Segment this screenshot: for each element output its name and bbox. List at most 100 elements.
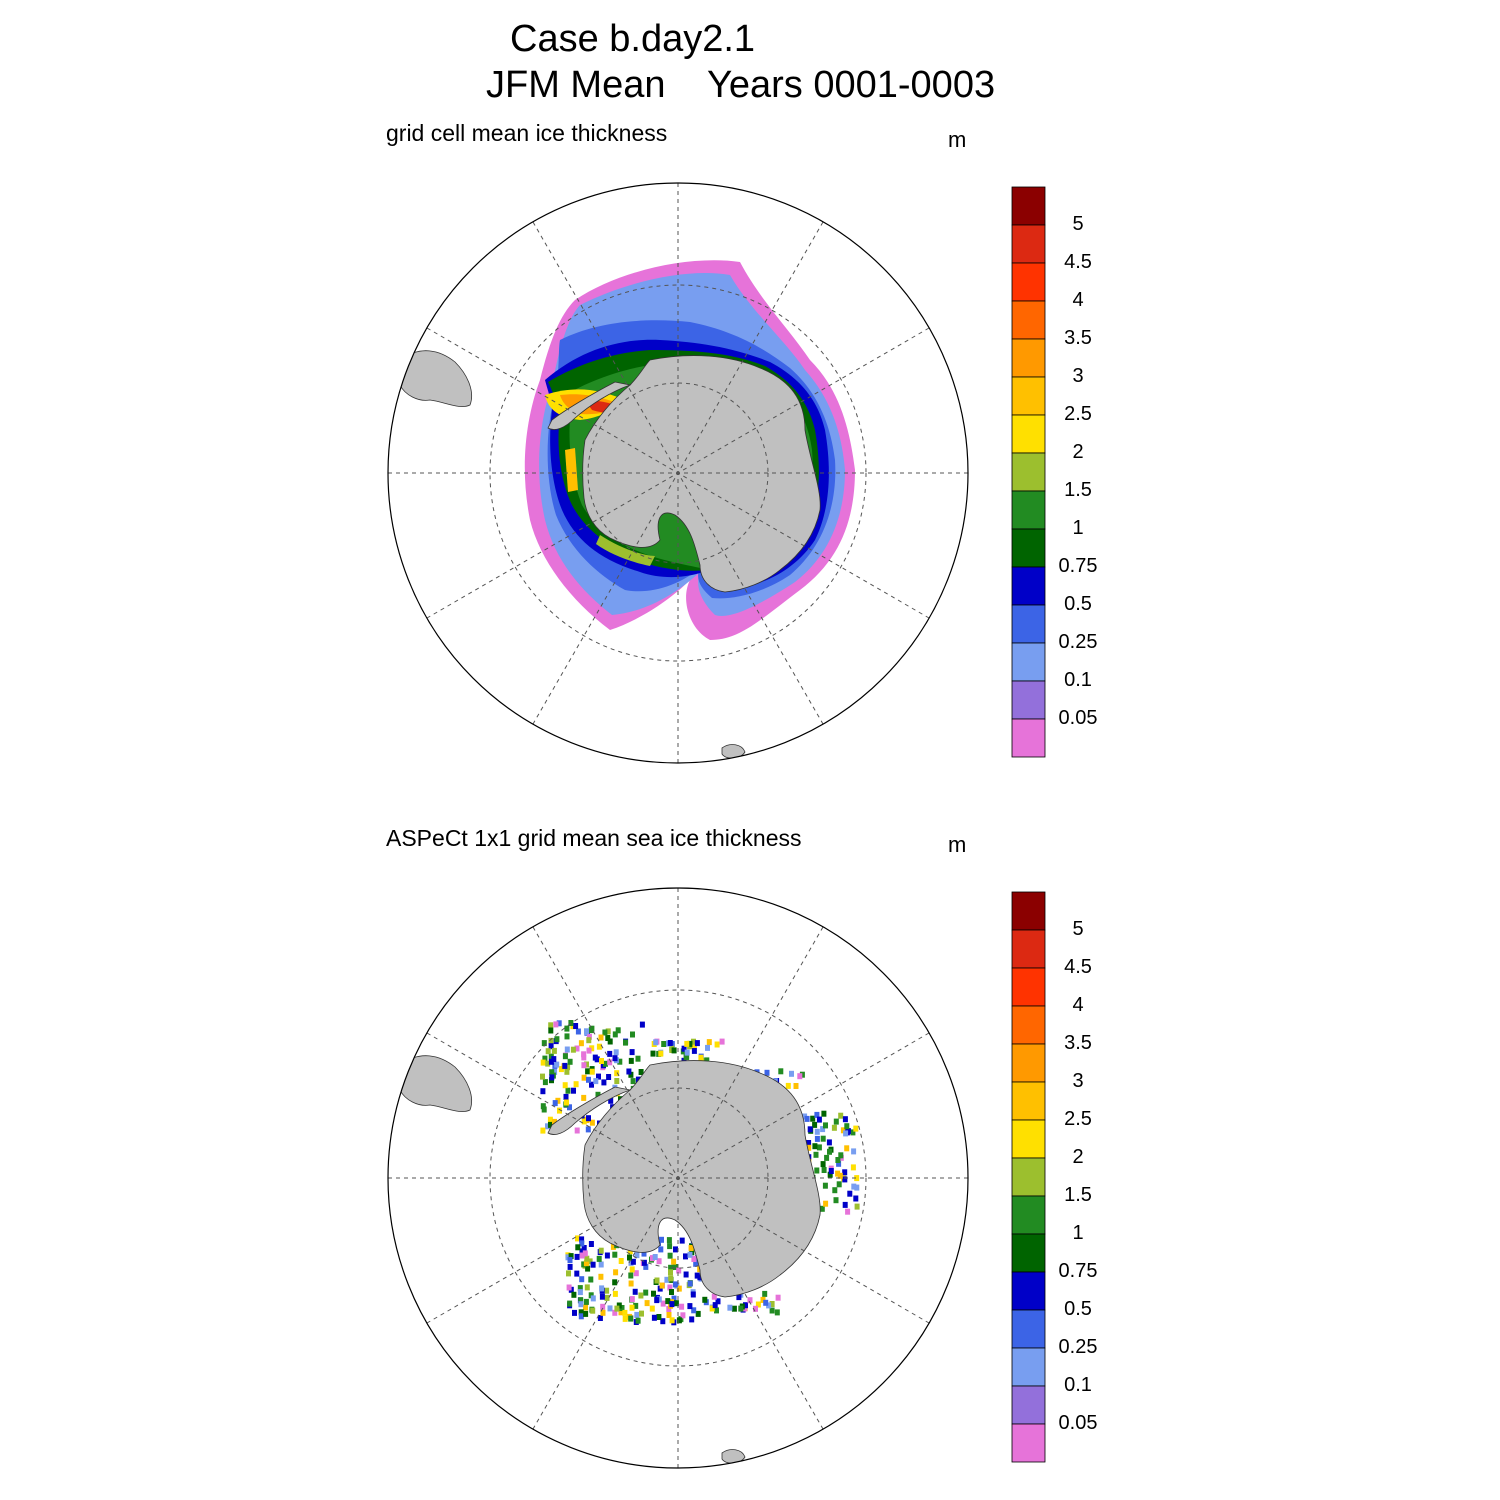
obs-cell [612,1055,618,1062]
obs-cell [541,1040,547,1047]
obs-cell [630,1031,635,1038]
colorbar-tick-label: 3 [1072,365,1084,387]
obs-cell [566,1284,572,1291]
obs-cell [634,1311,640,1318]
ice-layer-2-south [596,535,655,566]
obs-cell [843,1130,849,1137]
colorbar-swatch [1011,1423,1046,1463]
obs-cell [587,1258,593,1265]
obs-cell [566,1270,571,1277]
obs-cell [691,1256,697,1262]
colorbar-swatch [1011,1385,1046,1425]
obs-cell [638,1292,644,1299]
obs-cell [555,1097,561,1104]
obs-cell [581,1118,587,1125]
obs-cell [598,1261,604,1268]
obs-cell [583,1298,589,1305]
obs-cell [547,1116,553,1123]
obs-cell [551,1047,557,1054]
obs-cell [562,1082,568,1089]
obs-cell [548,1022,554,1029]
obs-cell [554,1036,560,1043]
obs-cell [769,1301,775,1307]
obs-cell [541,1106,547,1113]
obs-cell [583,1260,589,1267]
obs-cell [600,1303,606,1310]
obs-cell [584,1255,590,1262]
obs-cell [842,1116,848,1123]
obs-cell [630,1078,636,1085]
obs-cell [613,1269,619,1276]
obs-cell [574,1253,580,1260]
obs-cell [628,1071,634,1078]
colorbar-tick-label: 0.75 [1058,1260,1098,1282]
colorbar-tick-label: 5 [1072,213,1084,235]
obs-cell [673,1246,678,1253]
obs-cell [578,1313,584,1320]
obs-cell [654,1277,660,1284]
obs-cell [814,1128,820,1135]
obs-cell [549,1069,555,1076]
obs-cell [545,1060,551,1067]
obs-cell [785,1082,791,1089]
obs-cell [588,1276,594,1283]
obs-cell [606,1074,612,1080]
obs-cell [684,1049,690,1056]
land-peninsula [547,381,632,430]
colorbar-tick-label: 0.1 [1064,1374,1092,1396]
obs-cell [691,1047,697,1054]
colorbar-swatch [1011,1043,1046,1083]
obs-cell [715,1298,721,1305]
obs-cell [579,1252,585,1259]
obs-cell [626,1068,632,1075]
obs-cell [668,1275,674,1282]
obs-cell [641,1259,647,1266]
obs-cell [556,1020,562,1027]
obs-cell [651,1314,657,1321]
obs-cell [711,1293,717,1300]
obs-cell [571,1291,577,1298]
obs-cell [692,1041,697,1048]
land-south-america [399,350,472,408]
obs-cell [704,1057,710,1064]
obs-cell [573,1081,579,1088]
obs-cell [542,1055,548,1062]
obs-cell [540,1103,546,1110]
obs-cell [853,1125,859,1132]
obs-cell [823,1200,829,1207]
obs-cell [679,1237,685,1244]
colorbar-tick-label: 0.1 [1064,669,1092,691]
colorbar-tick-label: 1 [1072,517,1084,539]
obs-cell [552,1118,557,1125]
obs-cell [814,1167,820,1174]
obs-cell [673,1300,679,1307]
obs-cell [568,1253,574,1260]
obs-cell [596,1043,602,1050]
obs-cell [628,1280,634,1287]
obs-cell [540,1059,546,1066]
colorbar-tick-label: 3 [1072,1070,1084,1092]
obs-cell [656,1258,662,1265]
obs-cell [614,1070,620,1077]
obs-cell [578,1040,584,1047]
obs-cell [603,1060,608,1067]
obs-cell [666,1306,672,1312]
obs-cell [574,1127,580,1134]
obs-cell [702,1296,708,1303]
panel-title-obs: ASPeCt 1x1 grid mean sea ice thickness [386,825,802,851]
colorbar-tick-label: 2.5 [1064,403,1092,425]
obs-cell [804,1115,810,1122]
obs-cell [827,1171,833,1178]
obs-cell [667,1040,673,1046]
obs-cell [840,1127,846,1134]
colorbar-swatch [1011,1005,1046,1045]
obs-cell [578,1297,584,1304]
obs-cell [842,1176,848,1183]
obs-cell [612,1290,618,1297]
obs-cell [588,1027,594,1034]
obs-cell [766,1302,772,1309]
obs-cell [658,1246,664,1253]
obs-cell [799,1071,805,1078]
obs-cell [654,1297,660,1304]
